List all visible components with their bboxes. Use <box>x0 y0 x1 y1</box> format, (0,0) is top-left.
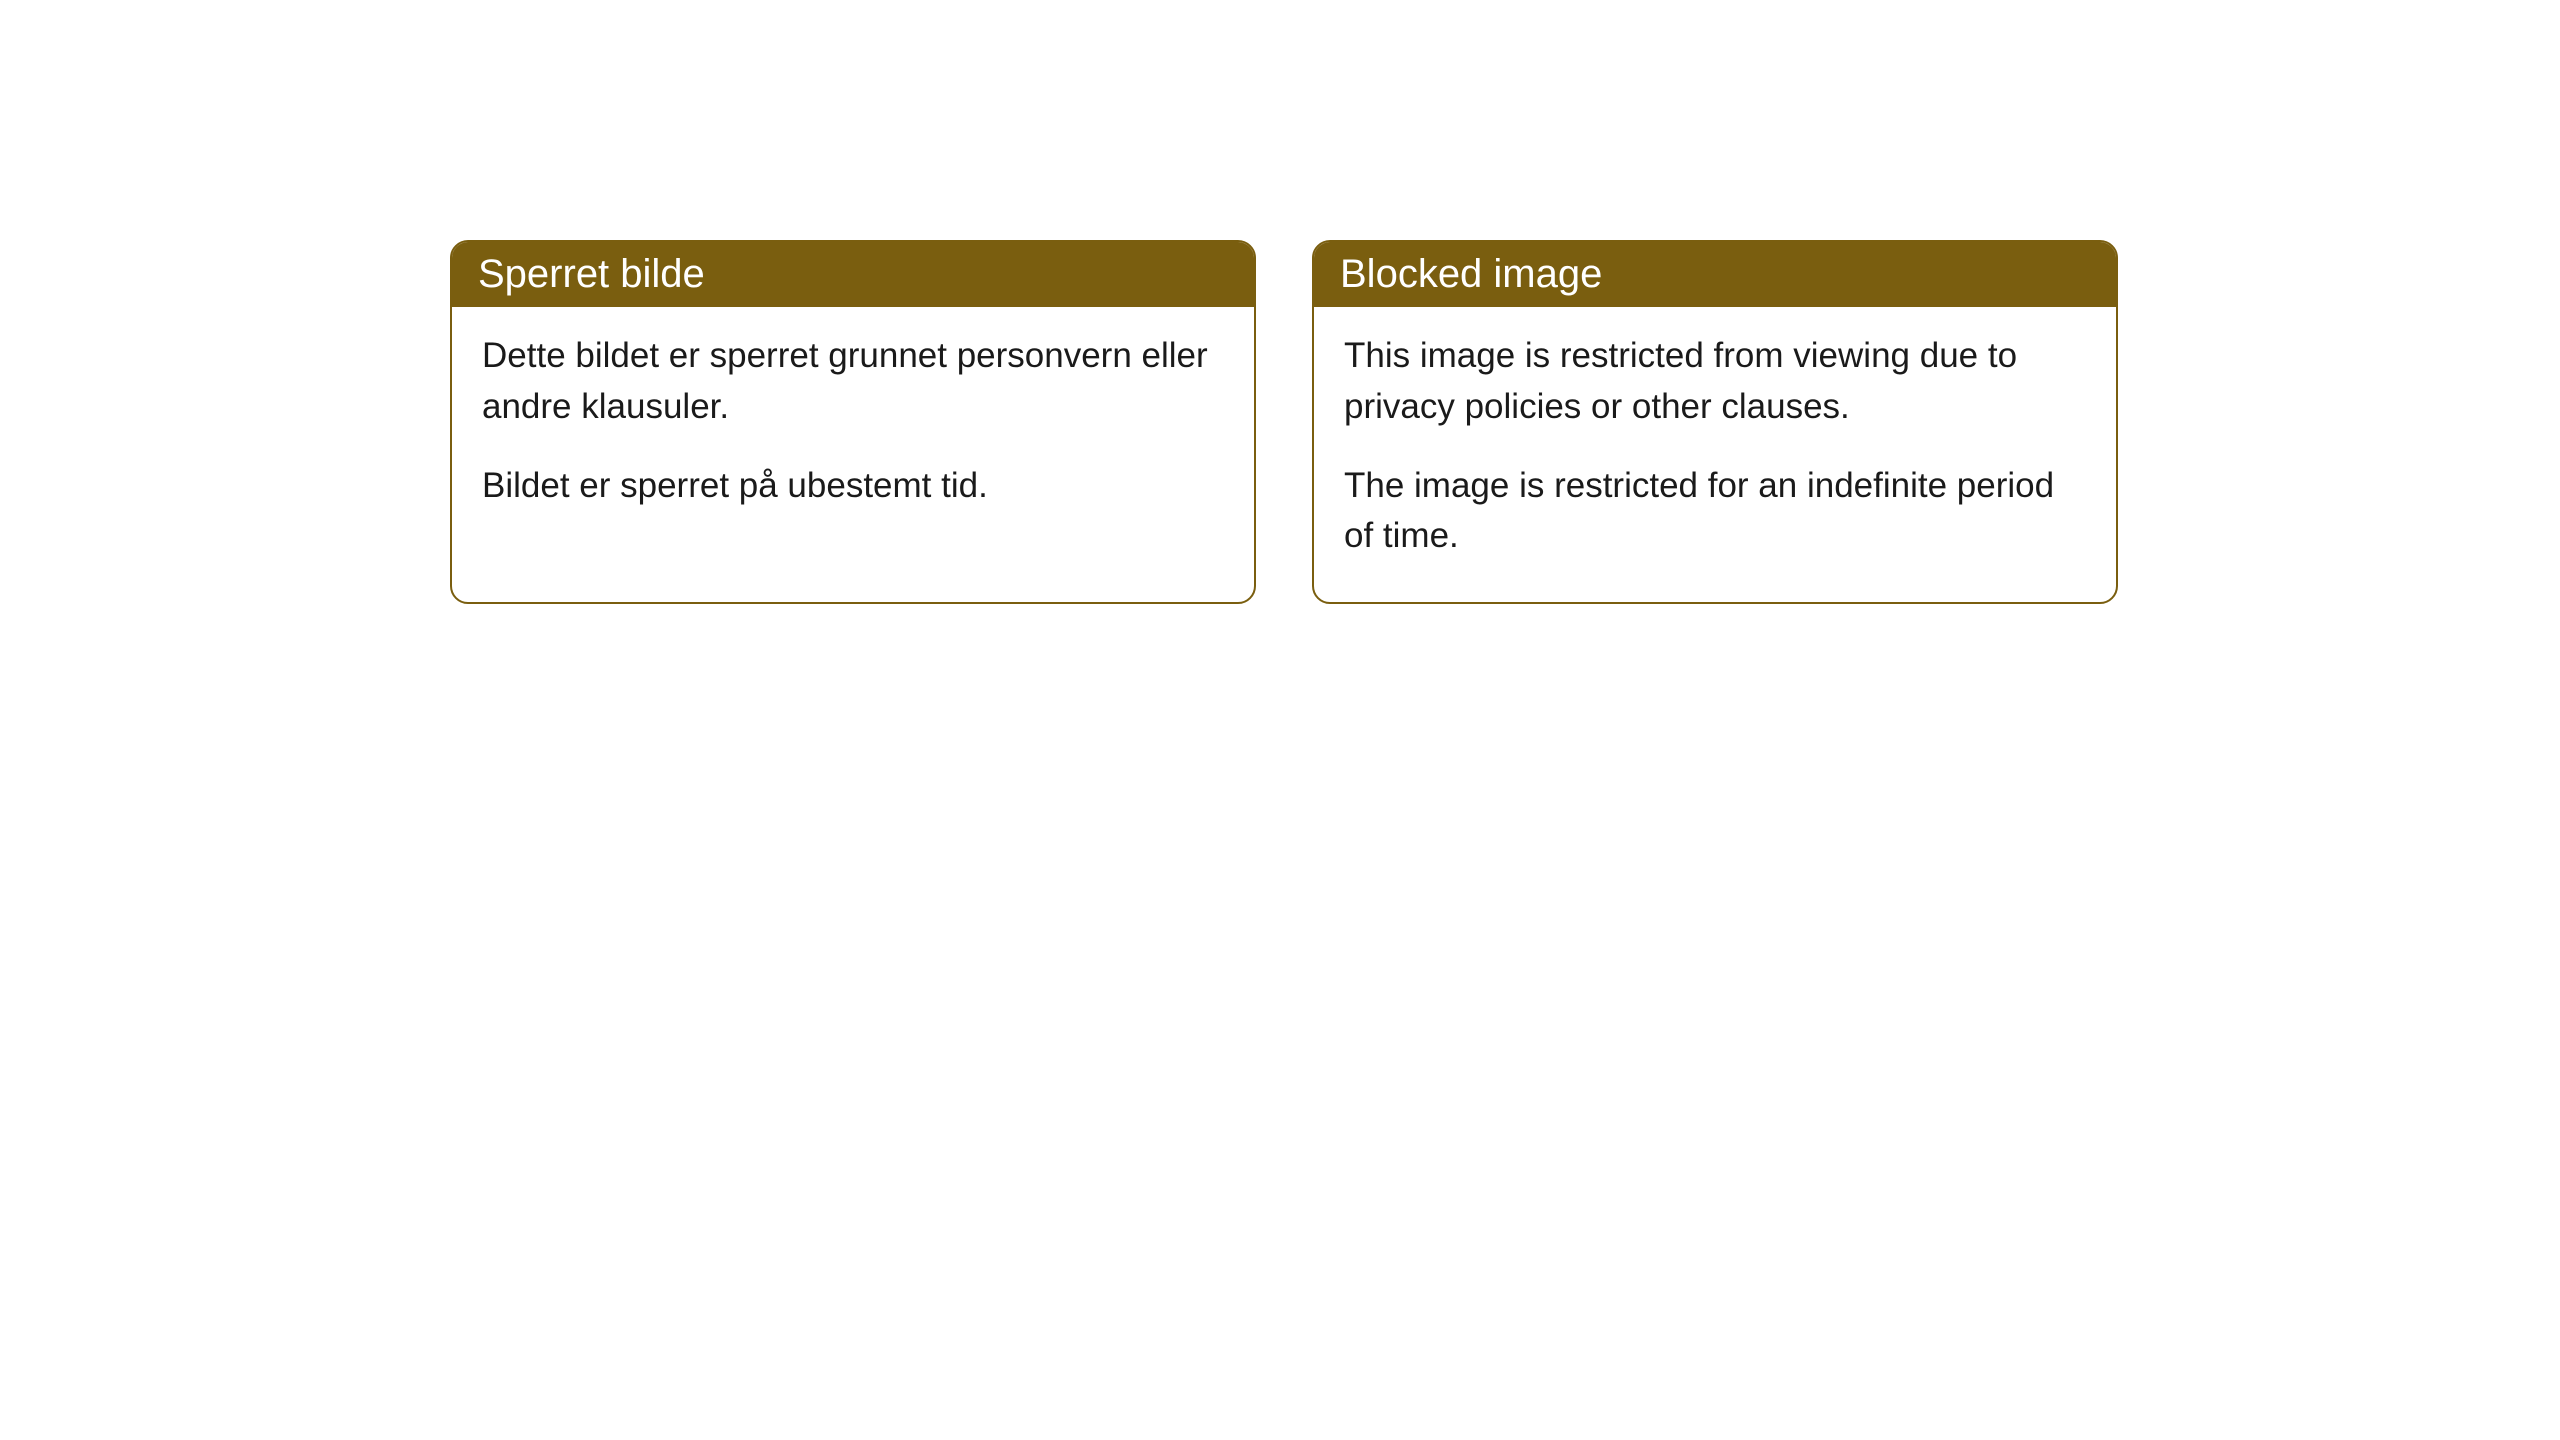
card-body-english: This image is restricted from viewing du… <box>1314 307 2116 602</box>
card-text-english-2: The image is restricted for an indefinit… <box>1344 461 2086 563</box>
card-title-english: Blocked image <box>1340 252 1602 296</box>
card-text-norwegian-2: Bildet er sperret på ubestemt tid. <box>482 461 1224 512</box>
card-text-english-1: This image is restricted from viewing du… <box>1344 331 2086 433</box>
blocked-image-card-english: Blocked image This image is restricted f… <box>1312 240 2118 604</box>
notice-cards-container: Sperret bilde Dette bildet er sperret gr… <box>450 240 2118 604</box>
card-title-norwegian: Sperret bilde <box>478 252 705 296</box>
blocked-image-card-norwegian: Sperret bilde Dette bildet er sperret gr… <box>450 240 1256 604</box>
card-header-norwegian: Sperret bilde <box>452 242 1254 307</box>
card-text-norwegian-1: Dette bildet er sperret grunnet personve… <box>482 331 1224 433</box>
card-body-norwegian: Dette bildet er sperret grunnet personve… <box>452 307 1254 551</box>
card-header-english: Blocked image <box>1314 242 2116 307</box>
